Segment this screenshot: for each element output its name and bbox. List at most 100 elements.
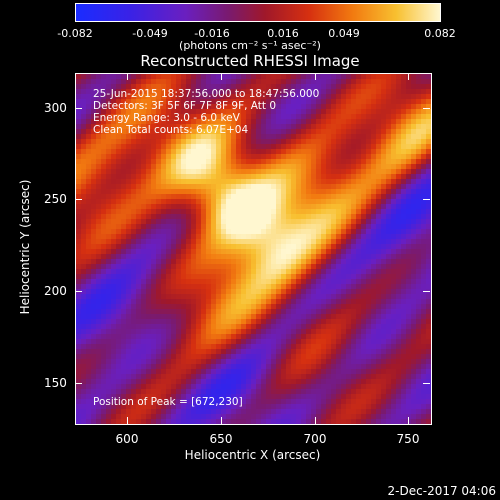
heatmap-cell	[251, 119, 256, 124]
heatmap-cell	[236, 149, 241, 154]
heatmap-cell	[386, 189, 391, 194]
heatmap-cell	[121, 94, 126, 99]
heatmap-cell	[321, 349, 326, 354]
heatmap-cell	[286, 264, 291, 269]
heatmap-cell	[316, 299, 321, 304]
heatmap-cell	[226, 414, 231, 419]
heatmap-cell	[256, 309, 261, 314]
heatmap-cell	[111, 139, 116, 144]
heatmap-cell	[386, 239, 391, 244]
heatmap-cell	[386, 99, 391, 104]
heatmap-cell	[246, 394, 251, 399]
heatmap-cell	[126, 84, 131, 89]
heatmap-cell	[351, 184, 356, 189]
heatmap-cell	[126, 209, 131, 214]
heatmap-cell	[291, 414, 296, 419]
heatmap-cell	[231, 349, 236, 354]
heatmap-cell	[306, 229, 311, 234]
heatmap-cell	[351, 344, 356, 349]
heatmap-cell	[216, 334, 221, 339]
heatmap-cell	[246, 124, 251, 129]
heatmap-cell	[331, 159, 336, 164]
heatmap-cell	[101, 344, 106, 349]
heatmap-cell	[411, 279, 416, 284]
heatmap-cell	[171, 164, 176, 169]
heatmap-cell	[276, 144, 281, 149]
heatmap-cell	[311, 219, 316, 224]
heatmap-cell	[106, 204, 111, 209]
heatmap-cell	[206, 234, 211, 239]
heatmap-cell	[326, 244, 331, 249]
heatmap-cell	[206, 419, 211, 424]
heatmap-cell	[241, 394, 246, 399]
heatmap-cell	[186, 374, 191, 379]
heatmap-cell	[76, 284, 81, 289]
heatmap-cell	[236, 119, 241, 124]
heatmap-cell	[191, 249, 196, 254]
heatmap-cell	[126, 164, 131, 169]
heatmap-cell	[201, 204, 206, 209]
heatmap-cell	[176, 79, 181, 84]
heatmap-cell	[336, 324, 341, 329]
heatmap-cell	[111, 224, 116, 229]
heatmap-cell	[106, 274, 111, 279]
heatmap-cell	[341, 254, 346, 259]
heatmap-cell	[376, 284, 381, 289]
heatmap-cell	[246, 334, 251, 339]
heatmap-cell	[416, 114, 421, 119]
heatmap-cell	[126, 344, 131, 349]
heatmap-cell	[156, 114, 161, 119]
heatmap-cell	[301, 289, 306, 294]
heatmap-cell	[221, 154, 226, 159]
heatmap-cell	[286, 289, 291, 294]
heatmap-cell	[131, 174, 136, 179]
heatmap-cell	[406, 99, 411, 104]
heatmap-cell	[391, 199, 396, 204]
heatmap-cell	[291, 309, 296, 314]
heatmap-cell	[261, 254, 266, 259]
heatmap-cell	[216, 384, 221, 389]
heatmap-cell	[426, 309, 431, 314]
heatmap-cell	[336, 119, 341, 124]
heatmap-cell	[91, 244, 96, 249]
heatmap-cell	[386, 229, 391, 234]
heatmap-cell	[116, 124, 121, 129]
heatmap-cell	[321, 264, 326, 269]
heatmap-cell	[411, 89, 416, 94]
heatmap-cell	[296, 134, 301, 139]
heatmap-cell	[306, 179, 311, 184]
heatmap-cell	[141, 209, 146, 214]
heatmap-cell	[86, 374, 91, 379]
heatmap-cell	[96, 284, 101, 289]
heatmap-cell	[416, 94, 421, 99]
heatmap-cell	[186, 399, 191, 404]
heatmap-cell	[256, 329, 261, 334]
heatmap-cell	[131, 259, 136, 264]
heatmap-cell	[191, 209, 196, 214]
heatmap-cell	[321, 94, 326, 99]
heatmap-cell	[196, 379, 201, 384]
heatmap-cell	[331, 274, 336, 279]
heatmap-cell	[231, 74, 236, 79]
heatmap-cell	[381, 379, 386, 384]
heatmap-cell	[101, 154, 106, 159]
heatmap-cell	[241, 349, 246, 354]
heatmap-cell	[366, 124, 371, 129]
heatmap-cell	[216, 229, 221, 234]
heatmap-cell	[311, 79, 316, 84]
heatmap-cell	[301, 324, 306, 329]
heatmap-cell	[366, 109, 371, 114]
heatmap-cell	[361, 154, 366, 159]
heatmap-cell	[266, 349, 271, 354]
heatmap-cell	[341, 209, 346, 214]
heatmap-cell	[291, 299, 296, 304]
heatmap-cell	[106, 209, 111, 214]
heatmap-cell	[281, 344, 286, 349]
heatmap-cell	[421, 114, 426, 119]
heatmap-cell	[361, 149, 366, 154]
heatmap-cell	[106, 149, 111, 154]
heatmap-cell	[426, 304, 431, 309]
heatmap-cell	[176, 384, 181, 389]
heatmap-cell	[241, 114, 246, 119]
heatmap-cell	[271, 264, 276, 269]
